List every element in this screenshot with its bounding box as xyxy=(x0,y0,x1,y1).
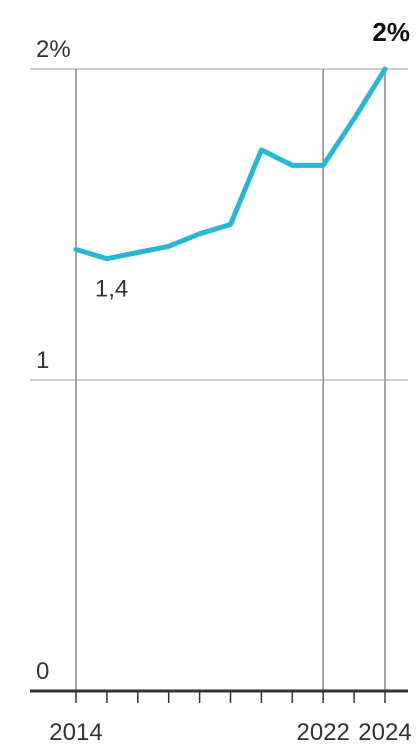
y-tick-label: 0 xyxy=(36,658,49,685)
x-tick-label: 2014 xyxy=(49,719,102,746)
gridlines xyxy=(30,68,408,381)
y-tick-label: 1 xyxy=(36,347,49,374)
labels: 2% 1 0 2014 2022 2024 1,4 2% xyxy=(36,17,412,746)
start-value-label: 1,4 xyxy=(95,276,128,303)
x-tick-label: 2022 xyxy=(297,719,350,746)
x-tick-label: 2024 xyxy=(358,719,411,746)
end-value-label: 2% xyxy=(372,17,410,47)
series-line-0 xyxy=(73,66,388,262)
y-tick-label: 2% xyxy=(36,36,71,63)
x-axis xyxy=(30,689,408,703)
series-layer xyxy=(73,66,388,262)
vertical-guides xyxy=(75,69,386,691)
